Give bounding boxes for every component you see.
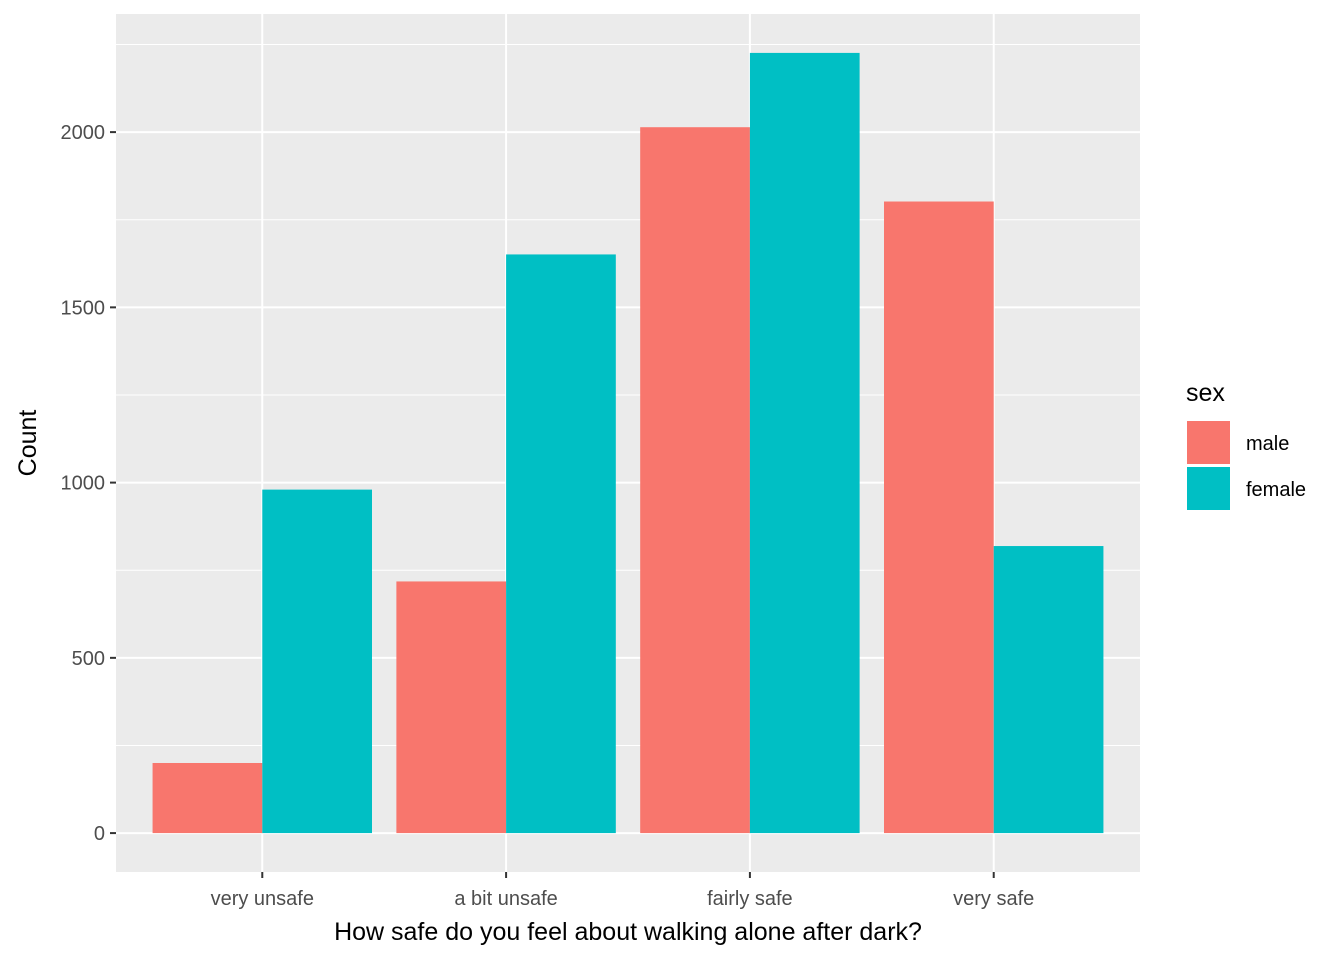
- legend-items: male female: [1187, 421, 1306, 510]
- bar-male-0: [152, 762, 263, 834]
- x-tick-label: very unsafe: [211, 888, 314, 910]
- y-tick-label: 0: [94, 823, 105, 845]
- legend-label-female: female: [1246, 479, 1306, 501]
- y-tick-label: 2000: [61, 122, 106, 144]
- x-tick-label: a bit unsafe: [454, 888, 557, 910]
- bar-female-1: [506, 254, 616, 834]
- bar-female-2: [749, 52, 860, 834]
- x-axis: very unsafe a bit unsafe fairly safe very s…: [211, 872, 1034, 910]
- bar-female-0: [262, 489, 372, 834]
- bar-male-2: [640, 127, 750, 834]
- legend: sex male female: [1186, 379, 1306, 510]
- legend-key-male: [1187, 421, 1230, 464]
- x-tick-label: fairly safe: [707, 888, 793, 910]
- legend-title: sex: [1186, 379, 1225, 407]
- legend-key-female: [1187, 467, 1230, 510]
- y-tick-label: 1500: [61, 297, 106, 319]
- bar-male-3: [884, 201, 994, 834]
- x-axis-title: How safe do you feel about walking alone…: [334, 918, 922, 946]
- y-tick-label: 500: [72, 648, 105, 670]
- bar-male-1: [396, 581, 507, 834]
- legend-label-male: male: [1246, 433, 1289, 455]
- bars: [152, 52, 1104, 834]
- x-tick-label: very safe: [953, 888, 1034, 910]
- y-axis-title: Count: [14, 410, 42, 477]
- y-tick-label: 1000: [61, 473, 106, 495]
- y-axis: 0 500 1000 1500 2000: [61, 122, 116, 845]
- bar-female-3: [993, 546, 1104, 834]
